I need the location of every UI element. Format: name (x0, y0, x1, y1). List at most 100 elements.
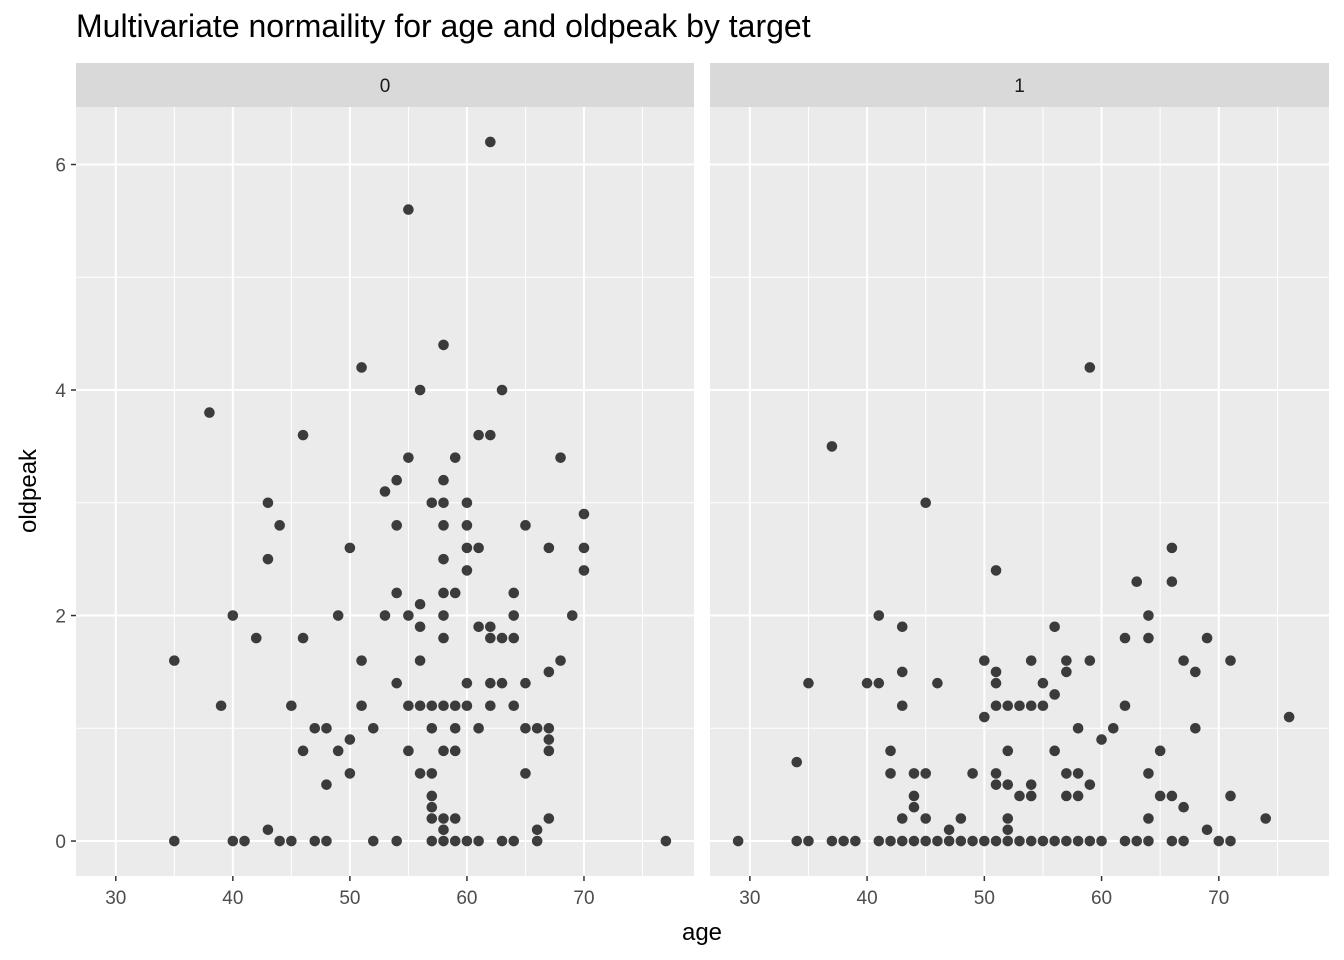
data-point (979, 655, 990, 666)
data-point (250, 632, 262, 644)
data-point (438, 474, 449, 486)
data-point (403, 700, 414, 712)
data-point (920, 768, 932, 779)
data-point (414, 598, 426, 610)
data-point (732, 835, 744, 847)
facet-panel-1: 1 30 40 50 60 70 (710, 63, 1329, 909)
data-point (461, 497, 473, 509)
data-point (1061, 768, 1072, 779)
data-point (543, 542, 555, 554)
data-point (485, 621, 496, 633)
data-point (508, 835, 520, 847)
data-point (367, 722, 379, 734)
data-point (473, 542, 484, 554)
data-point (955, 835, 967, 847)
data-point (449, 835, 461, 847)
data-point (1037, 677, 1049, 689)
data-point (414, 384, 426, 396)
data-point (262, 553, 274, 565)
facet-strip (710, 63, 1329, 107)
data-point (1178, 655, 1189, 666)
data-point (1201, 824, 1213, 836)
facet-strip-label: 0 (380, 76, 391, 97)
data-point (1025, 779, 1037, 790)
data-point (1143, 610, 1154, 621)
data-point (920, 497, 932, 509)
data-point (543, 745, 555, 757)
data-point (508, 632, 520, 644)
data-point (520, 768, 531, 779)
data-point (1143, 813, 1154, 824)
data-point (391, 677, 403, 689)
data-point (1166, 576, 1178, 588)
data-point (543, 666, 555, 678)
data-point (449, 813, 461, 824)
data-point (531, 835, 543, 847)
data-point (873, 835, 885, 847)
data-point (438, 610, 449, 621)
data-point (1061, 835, 1072, 847)
data-point (861, 677, 873, 689)
data-point (1213, 835, 1225, 847)
data-point (1084, 835, 1096, 847)
data-point (321, 779, 332, 790)
data-point (1014, 700, 1025, 712)
data-point (1061, 666, 1072, 678)
data-point (1143, 768, 1154, 779)
data-point (262, 824, 274, 836)
data-point (955, 813, 967, 824)
data-point (403, 745, 414, 757)
data-point (531, 824, 543, 836)
data-point (508, 700, 520, 712)
data-point (215, 700, 227, 712)
data-point (1283, 711, 1295, 723)
data-point (461, 677, 473, 689)
panel-background (710, 107, 1329, 876)
data-point (990, 779, 1002, 790)
data-point (1049, 745, 1060, 757)
data-point (1049, 689, 1060, 700)
data-point (461, 520, 473, 531)
data-point (1096, 734, 1107, 745)
data-point (426, 801, 438, 813)
data-point (1260, 813, 1271, 824)
data-point (920, 813, 932, 824)
data-point (1119, 632, 1131, 644)
data-point (873, 677, 885, 689)
data-point (1049, 621, 1060, 633)
data-point (990, 666, 1002, 678)
data-point (990, 677, 1002, 689)
data-point (485, 429, 496, 441)
data-point (1166, 835, 1178, 847)
data-point (543, 734, 555, 745)
x-tick-label: 40 (857, 888, 878, 909)
data-point (1119, 835, 1131, 847)
data-point (896, 835, 908, 847)
data-point (485, 136, 496, 148)
data-point (967, 835, 978, 847)
data-point (543, 813, 555, 824)
data-point (1225, 835, 1236, 847)
data-point (227, 610, 239, 621)
data-point (1201, 632, 1213, 644)
data-point (438, 587, 449, 599)
data-point (967, 768, 978, 779)
data-point (414, 655, 426, 666)
data-point (344, 734, 356, 745)
data-point (426, 768, 438, 779)
data-point (660, 835, 672, 847)
y-tick-label: 2 (55, 607, 66, 628)
data-point (908, 801, 920, 813)
x-tick-label: 70 (573, 888, 594, 909)
data-point (1143, 835, 1154, 847)
data-point (309, 835, 321, 847)
data-point (414, 700, 426, 712)
data-point (426, 790, 438, 802)
data-point (791, 835, 803, 847)
data-point (286, 835, 297, 847)
y-tick-label: 0 (55, 832, 66, 853)
data-point (1061, 655, 1072, 666)
data-point (496, 835, 508, 847)
data-point (403, 610, 414, 621)
